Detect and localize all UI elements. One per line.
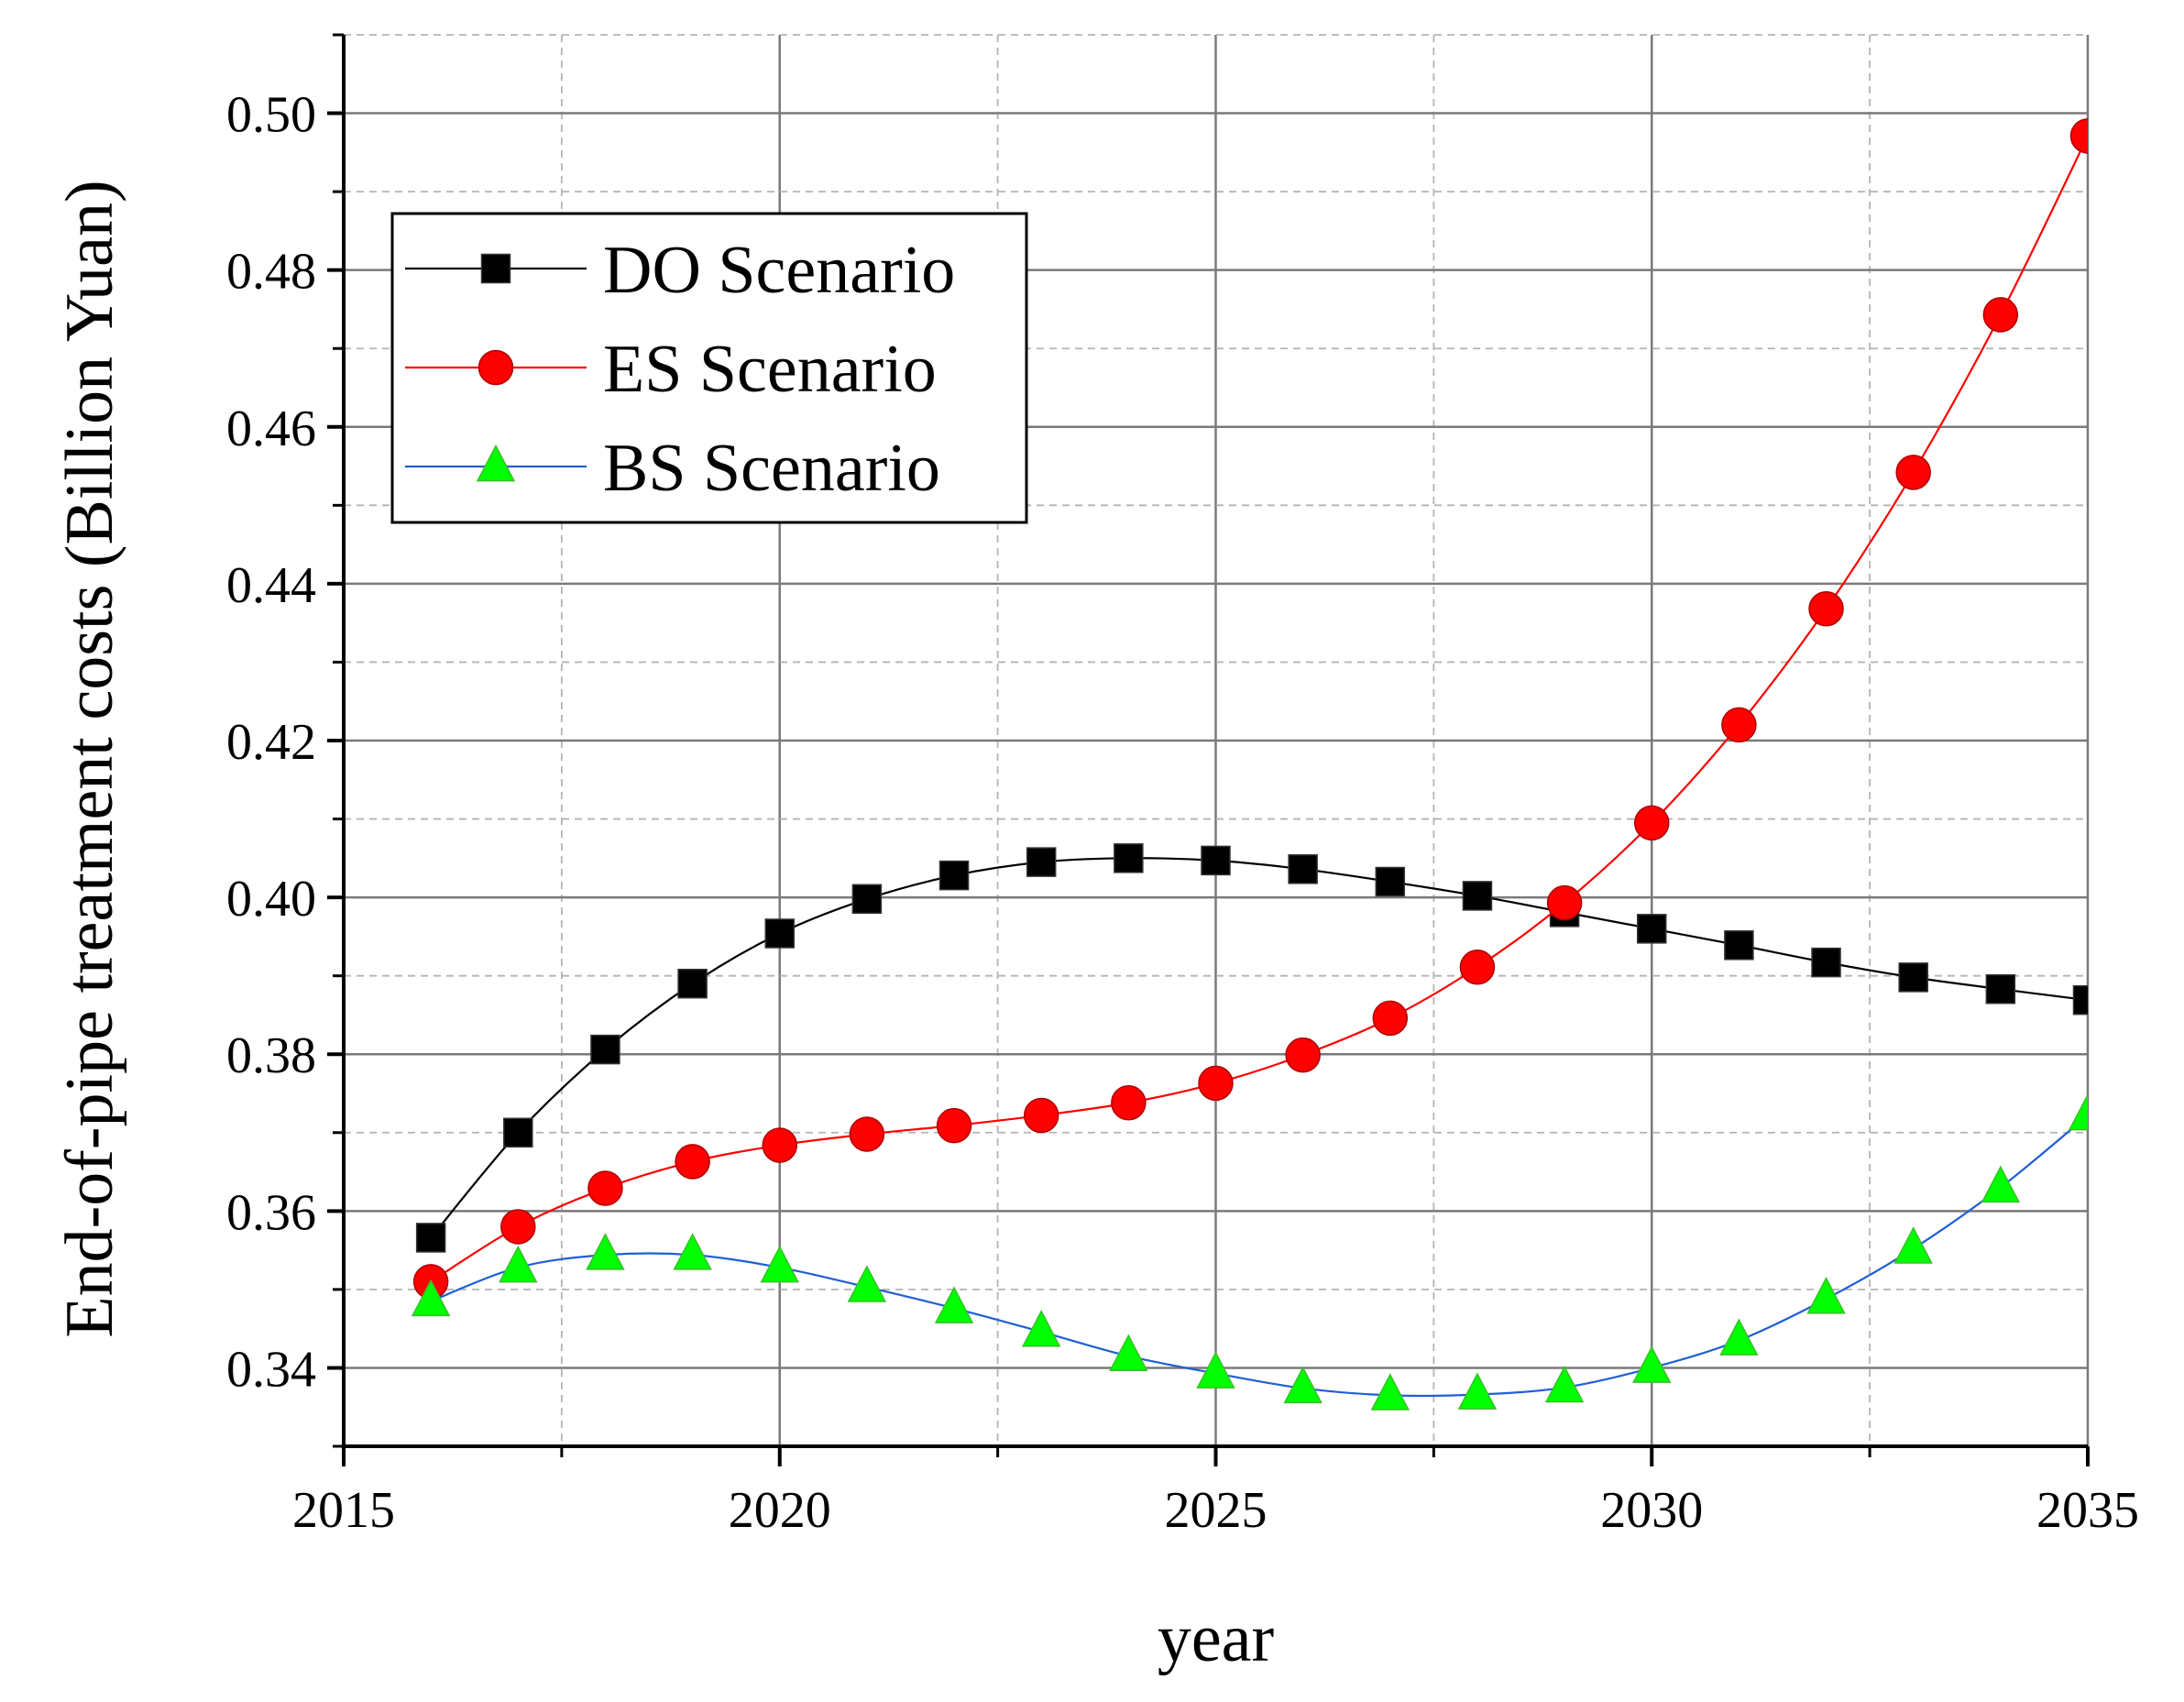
series-line-do — [430, 857, 2088, 1239]
x-tick-label: 2020 — [729, 1482, 831, 1539]
data-point-do-2018 — [590, 1034, 620, 1065]
y-tick-label: 0.34 — [226, 1341, 316, 1398]
data-point-es-2035 — [2069, 118, 2088, 154]
y-tick-label: 0.44 — [226, 557, 316, 614]
data-point-do-2016 — [415, 1223, 446, 1253]
series-bs — [411, 1093, 2088, 1411]
legend-item-do: DO Scenario — [405, 233, 955, 308]
data-point-do-2021 — [851, 884, 883, 915]
legend-marker-do — [480, 253, 511, 284]
data-point-es-2026 — [1285, 1037, 1321, 1073]
axes: 2015 2020 2025 2030 2035 0.34 0.36 0.38 0.40 0.42… — [226, 33, 2139, 1539]
y-tick-label: 0.42 — [226, 714, 316, 771]
data-point-do-2032 — [1811, 947, 1841, 978]
data-point-es-2033 — [1895, 455, 1931, 490]
data-point-es-2027 — [1372, 1000, 1409, 1037]
data-point-bs-2028 — [1457, 1372, 1498, 1410]
data-point-bs-2017 — [499, 1245, 538, 1283]
data-point-es-2031 — [1721, 707, 1757, 743]
data-point-es-2030 — [1634, 805, 1670, 841]
series-do — [415, 843, 2088, 1253]
data-point-do-2034 — [1985, 973, 2016, 1005]
data-point-bs-2030 — [1632, 1345, 1672, 1383]
y-tick-label: 0.40 — [226, 871, 316, 928]
data-point-es-2024 — [1111, 1085, 1147, 1121]
data-point-es-2018 — [587, 1170, 623, 1206]
legend-label-do: DO Scenario — [603, 233, 955, 308]
data-point-es-2029 — [1546, 884, 1583, 921]
data-point-bs-2026 — [1283, 1366, 1322, 1404]
data-point-bs-2025 — [1196, 1351, 1235, 1389]
legend-item-es: ES Scenario — [405, 332, 937, 407]
data-point-es-2032 — [1808, 591, 1844, 627]
data-point-bs-2023 — [1021, 1309, 1061, 1347]
data-point-es-2028 — [1459, 950, 1496, 985]
x-tick-label: 2025 — [1165, 1482, 1268, 1539]
series-layer — [411, 118, 2088, 1411]
y-tick-label: 0.46 — [226, 401, 316, 457]
data-point-bs-2033 — [1893, 1226, 1933, 1264]
data-point-bs-2027 — [1370, 1373, 1410, 1411]
data-point-do-2022 — [938, 860, 970, 891]
y-tick-label: 0.38 — [226, 1027, 316, 1084]
data-point-do-2017 — [503, 1117, 533, 1148]
data-point-bs-2024 — [1109, 1334, 1148, 1372]
data-point-bs-2016 — [411, 1279, 451, 1317]
y-axis-title: End-of-pipe treatment costs (Billion Yua… — [52, 180, 127, 1337]
data-point-do-2035 — [2072, 984, 2088, 1016]
legend-label-bs: BS Scenario — [603, 431, 940, 506]
data-point-do-2033 — [1898, 962, 1928, 993]
data-point-do-2031 — [1724, 930, 1754, 961]
data-point-bs-2019 — [673, 1233, 712, 1270]
data-point-bs-2032 — [1806, 1277, 1846, 1314]
data-point-bs-2035 — [2068, 1093, 2088, 1131]
data-point-bs-2020 — [760, 1245, 799, 1283]
x-tick-label: 2015 — [292, 1482, 395, 1539]
data-point-es-2025 — [1198, 1065, 1234, 1102]
legend-marker-bs — [476, 444, 516, 482]
legend-marker-es — [477, 349, 514, 386]
data-point-bs-2034 — [1981, 1165, 2021, 1203]
data-point-bs-2029 — [1544, 1365, 1585, 1403]
x-tick-label: 2035 — [2036, 1482, 2139, 1539]
data-point-bs-2031 — [1719, 1318, 1759, 1356]
data-point-es-2022 — [936, 1107, 972, 1144]
y-tick-label: 0.36 — [226, 1184, 316, 1241]
x-axis-title: year — [1158, 1601, 1274, 1676]
data-point-do-2019 — [677, 968, 708, 999]
data-point-do-2030 — [1637, 914, 1667, 944]
series-es — [412, 118, 2088, 1300]
data-point-do-2027 — [1375, 866, 1406, 897]
legend-item-bs: BS Scenario — [405, 431, 940, 506]
data-point-es-2020 — [762, 1127, 797, 1163]
y-tick-label: 0.50 — [226, 87, 316, 144]
data-point-bs-2021 — [847, 1265, 887, 1302]
data-point-do-2023 — [1026, 847, 1057, 877]
data-point-es-2021 — [849, 1116, 885, 1152]
data-point-do-2024 — [1114, 843, 1144, 873]
y-tick-label: 0.48 — [226, 244, 316, 301]
data-point-es-2034 — [1982, 297, 2019, 333]
legend-label-es: ES Scenario — [603, 332, 937, 407]
data-point-do-2026 — [1288, 854, 1318, 884]
data-point-es-2023 — [1023, 1097, 1059, 1134]
data-point-do-2025 — [1201, 845, 1231, 876]
data-point-bs-2022 — [934, 1286, 974, 1323]
data-point-es-2019 — [675, 1144, 710, 1180]
data-point-bs-2018 — [586, 1233, 625, 1270]
data-point-do-2020 — [764, 918, 795, 949]
series-line-es — [430, 135, 2088, 1283]
x-tick-label: 2030 — [1600, 1482, 1703, 1539]
data-point-es-2017 — [500, 1209, 536, 1245]
data-point-do-2028 — [1462, 881, 1493, 911]
legend: DO Scenario ES Scenario BS Scenario — [390, 212, 1028, 524]
